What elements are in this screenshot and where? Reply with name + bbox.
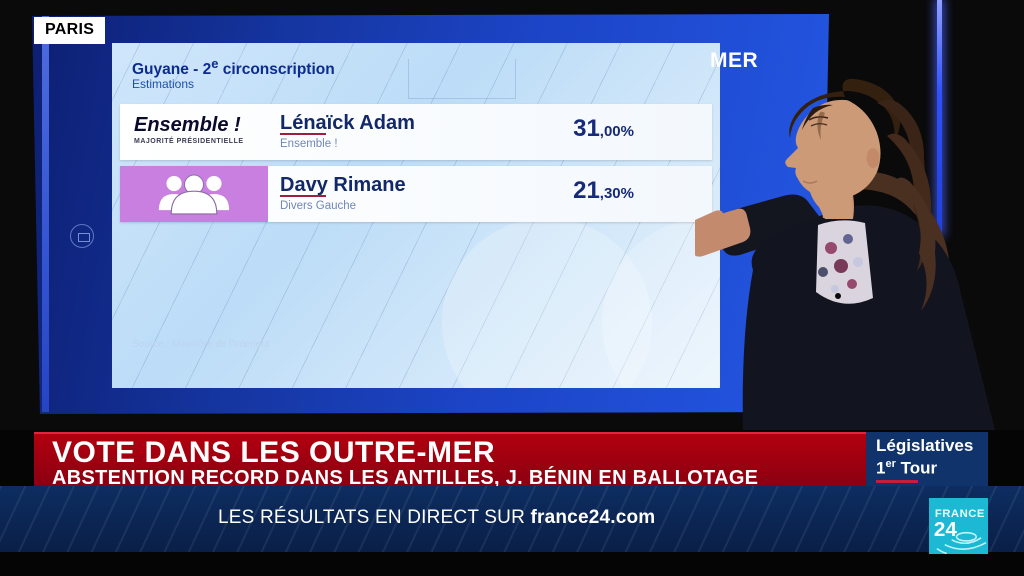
svg-text:24: 24 — [934, 518, 957, 541]
